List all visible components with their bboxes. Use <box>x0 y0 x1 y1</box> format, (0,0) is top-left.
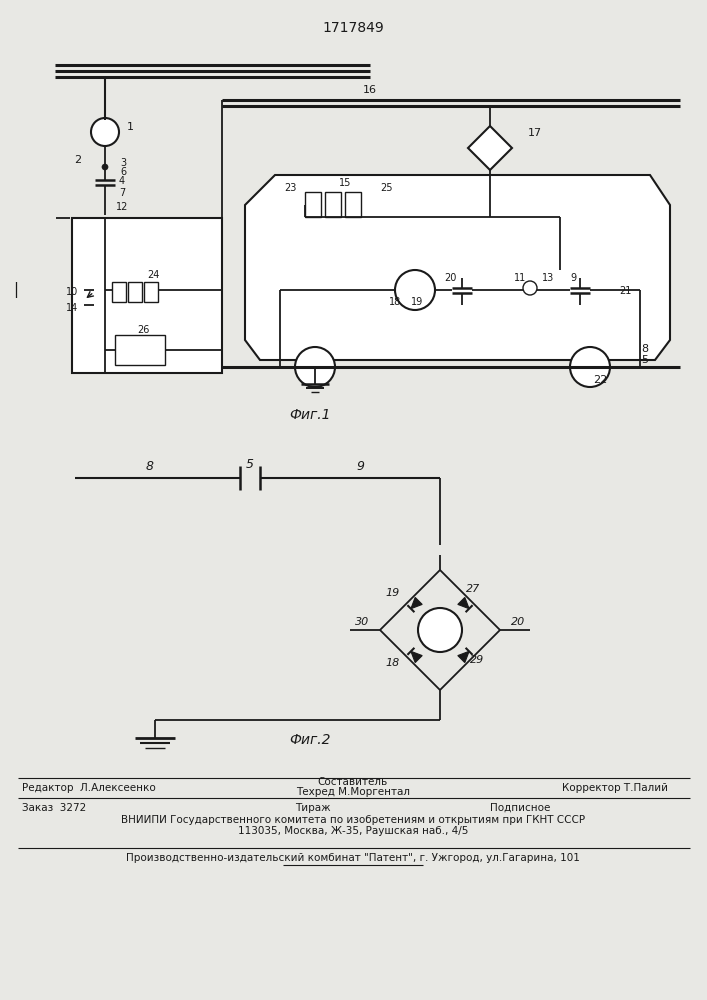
Text: Производственно-издательский комбинат "Патент", г. Ужгород, ул.Гагарина, 101: Производственно-издательский комбинат "П… <box>126 853 580 863</box>
Circle shape <box>570 347 610 387</box>
Text: 3: 3 <box>120 158 126 168</box>
Text: 1: 1 <box>127 122 134 132</box>
Text: 14: 14 <box>66 303 78 313</box>
Polygon shape <box>245 175 670 360</box>
Circle shape <box>395 270 435 310</box>
Text: 11: 11 <box>514 273 526 283</box>
Text: 9: 9 <box>356 460 364 473</box>
Bar <box>144 282 158 302</box>
Text: |: | <box>13 282 18 298</box>
Text: 25: 25 <box>381 183 393 193</box>
Text: 113035, Москва, Ж-35, Раушская наб., 4/5: 113035, Москва, Ж-35, Раушская наб., 4/5 <box>238 826 468 836</box>
Text: 5: 5 <box>246 458 254 472</box>
Circle shape <box>102 164 108 170</box>
Bar <box>325 192 341 217</box>
Bar <box>112 282 126 302</box>
Text: 19: 19 <box>411 297 423 307</box>
Text: ВНИИПИ Государственного комитета по изобретениям и открытиям при ГКНТ СССР: ВНИИПИ Государственного комитета по изоб… <box>121 815 585 825</box>
Bar <box>345 192 361 217</box>
Bar <box>128 282 142 302</box>
Text: 18: 18 <box>389 297 401 307</box>
Text: 19: 19 <box>386 588 400 598</box>
Text: Редактор  Л.Алексеенко: Редактор Л.Алексеенко <box>22 783 156 793</box>
Text: 17: 17 <box>528 128 542 138</box>
Bar <box>115 335 165 365</box>
Circle shape <box>295 347 335 387</box>
Text: Техред М.Моргентал: Техред М.Моргентал <box>296 787 410 797</box>
Text: 23: 23 <box>284 183 296 193</box>
Text: 4: 4 <box>119 176 125 186</box>
Text: 27: 27 <box>466 584 480 594</box>
Text: 29: 29 <box>470 655 484 665</box>
Text: 24: 24 <box>147 270 159 280</box>
Circle shape <box>91 118 119 146</box>
Text: Фиг.1: Фиг.1 <box>289 408 331 422</box>
Text: Тираж: Тираж <box>295 803 331 813</box>
Circle shape <box>418 608 462 652</box>
Polygon shape <box>411 597 422 609</box>
Text: 18: 18 <box>386 658 400 668</box>
Text: 16: 16 <box>363 85 377 95</box>
Text: 5: 5 <box>641 355 648 365</box>
Text: 9: 9 <box>570 273 576 283</box>
Text: 7: 7 <box>119 188 125 198</box>
Text: 12: 12 <box>116 202 128 212</box>
Text: 2: 2 <box>74 155 81 165</box>
Bar <box>72 218 222 373</box>
Bar <box>305 192 321 217</box>
Text: 20: 20 <box>444 273 456 283</box>
Text: 26: 26 <box>137 325 149 335</box>
Polygon shape <box>458 597 469 609</box>
Text: Подписное: Подписное <box>490 803 550 813</box>
Circle shape <box>523 281 537 295</box>
Text: 20: 20 <box>511 617 525 627</box>
Text: 13: 13 <box>542 273 554 283</box>
Text: 10: 10 <box>66 287 78 297</box>
Text: Составитель: Составитель <box>318 777 388 787</box>
Text: 22: 22 <box>593 375 607 385</box>
Text: Корректор Т.Палий: Корректор Т.Палий <box>562 783 668 793</box>
Text: 15: 15 <box>339 178 351 188</box>
Text: 30: 30 <box>355 617 369 627</box>
Text: Заказ  3272: Заказ 3272 <box>22 803 86 813</box>
Text: 8: 8 <box>146 460 154 473</box>
Text: Фиг.2: Фиг.2 <box>289 733 331 747</box>
Text: 8: 8 <box>641 344 648 354</box>
Text: 21: 21 <box>619 286 631 296</box>
Text: 1717849: 1717849 <box>322 21 384 35</box>
Polygon shape <box>411 651 422 663</box>
Text: 6: 6 <box>120 167 126 177</box>
Polygon shape <box>468 126 512 170</box>
Polygon shape <box>458 651 469 663</box>
